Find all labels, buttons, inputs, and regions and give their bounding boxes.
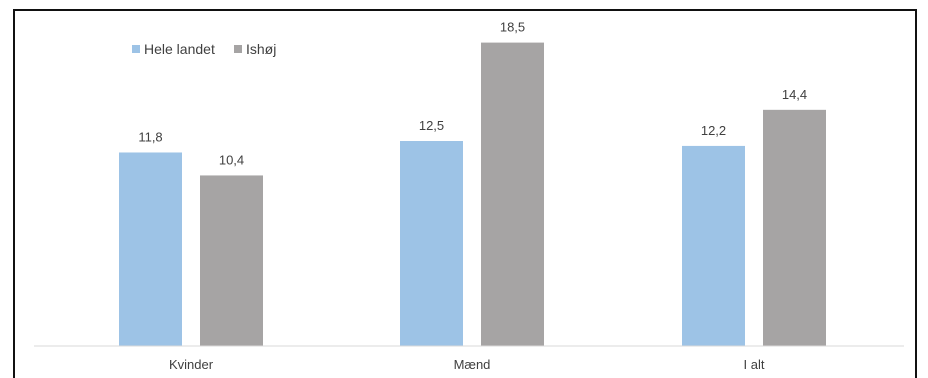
- legend-swatch-1: [234, 45, 242, 53]
- bar-hele-landet-1: [400, 141, 463, 346]
- bar-ishoj-0: [200, 175, 263, 346]
- legend-label-0: Hele landet: [144, 41, 215, 57]
- category-label-2: I alt: [744, 357, 765, 372]
- data-labels: 11,8 10,4 12,5 18,5 12,2 14,4: [138, 20, 807, 168]
- data-label-hele-landet-2: 12,2: [701, 123, 726, 138]
- bar-ishoj-2: [763, 109, 826, 346]
- legend-swatch-0: [132, 45, 140, 53]
- bar-hele-landet-2: [682, 145, 745, 346]
- data-label-ishoj-1: 18,5: [500, 20, 525, 35]
- category-label-0: Kvinder: [169, 357, 214, 372]
- bar-hele-landet-0: [119, 152, 182, 346]
- data-label-hele-landet-1: 12,5: [419, 118, 444, 133]
- data-label-ishoj-0: 10,4: [219, 152, 244, 167]
- category-label-1: Mænd: [454, 357, 491, 372]
- x-axis-category-labels: Kvinder Mænd I alt: [169, 357, 765, 372]
- data-label-ishoj-2: 14,4: [782, 87, 807, 102]
- legend-label-1: Ishøj: [246, 41, 276, 57]
- bars: [119, 42, 826, 346]
- data-label-hele-landet-0: 11,8: [138, 129, 162, 144]
- bar-ishoj-1: [481, 42, 544, 346]
- legend: Hele landet Ishøj: [132, 41, 276, 57]
